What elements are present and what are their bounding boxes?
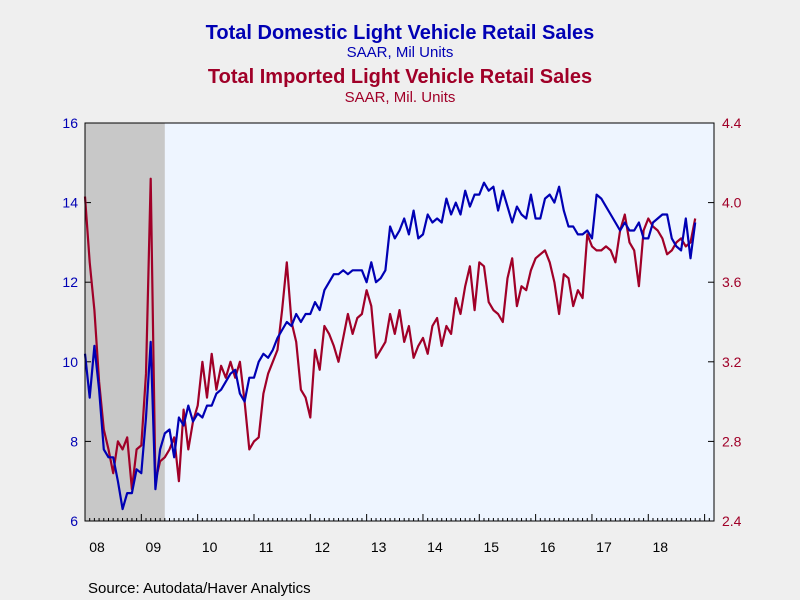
- source-note: Source: Autodata/Haver Analytics: [88, 580, 311, 597]
- right-tick-label: 3.2: [722, 354, 742, 370]
- left-axis: 6 8 10 12 14 16: [62, 115, 91, 529]
- right-axis: 2.4 2.8 3.2 3.6 4.0 4.4: [708, 115, 742, 529]
- plot-area: [85, 123, 714, 521]
- domestic-series-line: [83, 181, 697, 511]
- left-tick-label: 8: [70, 433, 78, 449]
- left-tick-label: 12: [62, 274, 78, 290]
- left-tick-label: 10: [62, 354, 78, 370]
- x-tick-label: 14: [427, 539, 443, 555]
- x-tick-label: 12: [315, 539, 331, 555]
- imported-subtitle: SAAR, Mil. Units: [345, 89, 456, 106]
- x-tick-label: 10: [202, 539, 218, 555]
- plot-frame: [84, 122, 715, 522]
- x-tick-label: 09: [146, 539, 162, 555]
- left-tick-label: 6: [70, 513, 78, 529]
- right-tick-label: 2.4: [722, 513, 742, 529]
- x-tick-label: 08: [89, 539, 105, 555]
- right-tick-label: 3.6: [722, 274, 742, 290]
- imported-title: Total Imported Light Vehicle Retail Sale…: [208, 66, 592, 88]
- right-tick-label: 4.4: [722, 115, 742, 131]
- right-tick-label: 2.8: [722, 433, 742, 449]
- x-tick-label: 18: [652, 539, 668, 555]
- left-tick-label: 16: [62, 115, 78, 131]
- x-axis-ticks: 08 09 10 11 12 13 14 15 16 17 18: [84, 514, 715, 555]
- domestic-title: Total Domestic Light Vehicle Retail Sale…: [206, 22, 595, 44]
- domestic-subtitle: SAAR, Mil Units: [347, 44, 454, 61]
- x-tick-label: 17: [596, 539, 612, 555]
- x-tick-label: 15: [484, 539, 500, 555]
- x-tick-label: 11: [259, 539, 274, 555]
- left-tick-label: 14: [62, 195, 78, 211]
- imported-series-line: [83, 177, 697, 491]
- right-tick-label: 4.0: [722, 195, 742, 211]
- x-tick-label: 13: [371, 539, 387, 555]
- x-tick-label: 16: [540, 539, 556, 555]
